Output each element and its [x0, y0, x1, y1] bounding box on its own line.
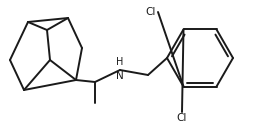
Text: H: H: [116, 57, 124, 67]
Text: Cl: Cl: [177, 113, 187, 123]
Text: Cl: Cl: [146, 7, 156, 17]
Text: N: N: [116, 71, 124, 81]
